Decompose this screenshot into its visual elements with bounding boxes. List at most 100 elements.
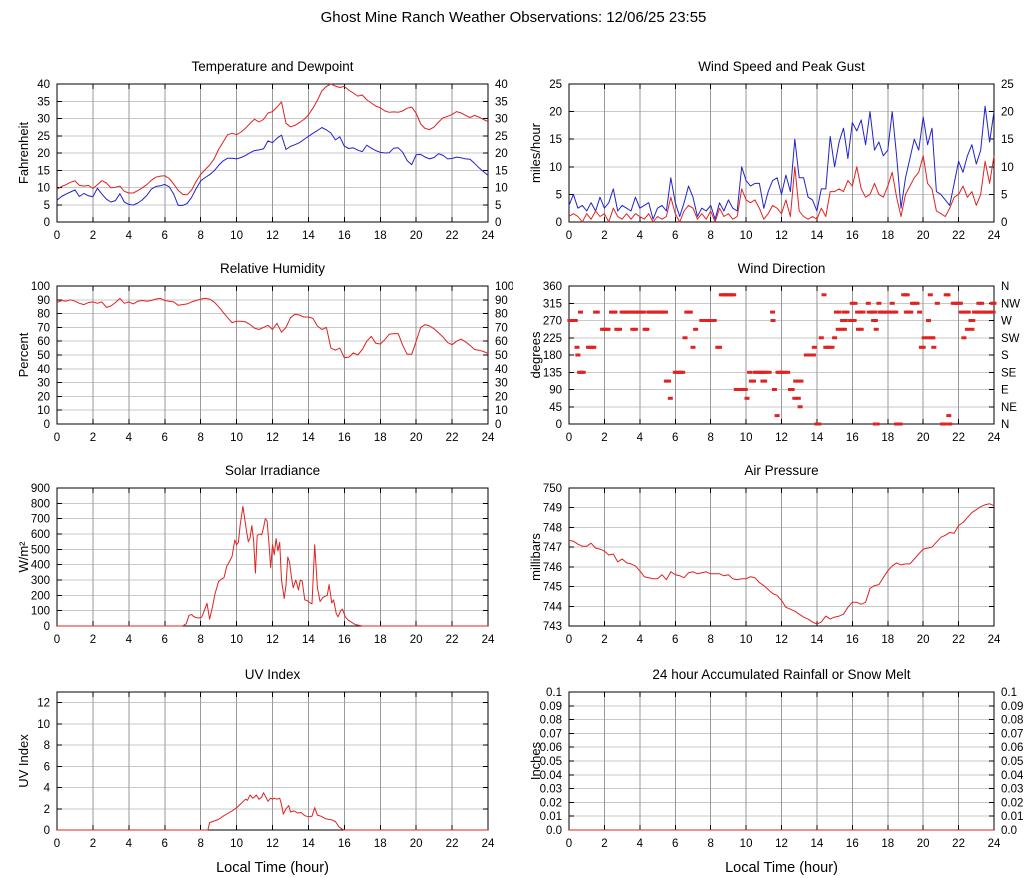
svg-text:0.05: 0.05	[540, 756, 562, 768]
series-dewpoint	[56, 127, 489, 206]
svg-text:746: 746	[543, 562, 562, 574]
tick-marks	[56, 83, 489, 223]
series-pressure	[568, 503, 995, 625]
svg-text:10: 10	[37, 719, 50, 731]
svg-text:12: 12	[37, 698, 50, 710]
svg-text:20: 20	[1001, 107, 1014, 119]
chart-title: Relative Humidity	[220, 261, 325, 276]
svg-text:8: 8	[707, 432, 713, 444]
svg-text:8: 8	[44, 740, 50, 752]
svg-text:8: 8	[707, 634, 713, 646]
series-wind-direction	[567, 293, 997, 426]
svg-text:0.03: 0.03	[540, 784, 562, 796]
svg-text:747: 747	[543, 542, 562, 554]
svg-text:NW: NW	[1001, 298, 1020, 310]
chart-title: UV Index	[245, 667, 301, 682]
svg-text:25: 25	[495, 131, 508, 143]
svg-text:18: 18	[374, 432, 387, 444]
series-peak-gust	[568, 105, 995, 220]
svg-text:6: 6	[162, 432, 168, 444]
svg-text:40: 40	[495, 79, 508, 91]
svg-text:0: 0	[556, 217, 562, 229]
svg-text:10: 10	[37, 405, 50, 417]
svg-text:0.09: 0.09	[1001, 701, 1023, 713]
svg-text:0.09: 0.09	[540, 701, 562, 713]
svg-text:14: 14	[811, 432, 824, 444]
grid	[569, 84, 994, 222]
svg-text:14: 14	[302, 634, 315, 646]
svg-text:2: 2	[601, 838, 607, 850]
svg-text:SE: SE	[1001, 367, 1017, 379]
tick-marks	[56, 285, 489, 425]
svg-text:14: 14	[302, 838, 315, 850]
svg-text:0: 0	[44, 621, 50, 633]
svg-text:20: 20	[917, 634, 930, 646]
svg-text:0: 0	[566, 230, 572, 242]
svg-text:70: 70	[495, 322, 508, 334]
svg-text:360: 360	[543, 281, 562, 293]
svg-text:20: 20	[410, 230, 423, 242]
svg-text:10: 10	[230, 634, 243, 646]
svg-text:20: 20	[917, 838, 930, 850]
svg-text:20: 20	[495, 148, 508, 160]
svg-text:8: 8	[707, 230, 713, 242]
svg-text:315: 315	[543, 298, 562, 310]
svg-text:12: 12	[775, 432, 788, 444]
svg-text:W: W	[1001, 316, 1012, 328]
svg-text:80: 80	[495, 309, 508, 321]
svg-text:24: 24	[482, 230, 495, 242]
svg-text:10: 10	[230, 432, 243, 444]
chart-title: Wind Direction	[738, 261, 826, 276]
svg-text:0: 0	[54, 634, 60, 646]
svg-text:12: 12	[775, 838, 788, 850]
svg-text:600: 600	[31, 529, 50, 541]
svg-text:749: 749	[543, 503, 562, 515]
y-axis-label: degrees	[528, 331, 543, 378]
svg-text:2: 2	[601, 432, 607, 444]
svg-text:18: 18	[881, 230, 894, 242]
chart-rainfall: 0.0 0.00.01 0.010.02 0.020.03 0.030.04 0.040.…	[528, 667, 1024, 876]
tick-marks	[568, 487, 995, 627]
svg-text:6: 6	[672, 634, 678, 646]
series-wind-speed	[568, 155, 995, 223]
svg-text:0.03: 0.03	[1001, 784, 1023, 796]
svg-text:NE: NE	[1001, 402, 1017, 414]
svg-text:80: 80	[37, 309, 50, 321]
svg-text:70: 70	[37, 322, 50, 334]
svg-text:16: 16	[846, 838, 859, 850]
svg-text:N: N	[1001, 419, 1009, 431]
svg-text:0: 0	[54, 432, 60, 444]
svg-text:0: 0	[566, 838, 572, 850]
svg-text:4: 4	[637, 432, 644, 444]
svg-text:6: 6	[672, 230, 678, 242]
svg-text:4: 4	[44, 783, 51, 795]
svg-text:0: 0	[54, 230, 60, 242]
svg-text:30: 30	[495, 378, 508, 390]
svg-text:100: 100	[31, 606, 50, 618]
svg-text:10: 10	[37, 183, 50, 195]
svg-text:4: 4	[126, 838, 133, 850]
x-axis-label: Local Time (hour)	[216, 860, 329, 876]
svg-text:30: 30	[495, 114, 508, 126]
svg-text:18: 18	[881, 634, 894, 646]
svg-text:22: 22	[952, 432, 965, 444]
svg-text:6: 6	[162, 230, 168, 242]
svg-text:2: 2	[90, 230, 96, 242]
svg-text:24: 24	[482, 432, 495, 444]
svg-text:0.04: 0.04	[1001, 770, 1024, 782]
svg-text:14: 14	[811, 838, 824, 850]
svg-text:745: 745	[543, 582, 562, 594]
svg-text:10: 10	[1001, 162, 1014, 174]
svg-text:SW: SW	[1001, 333, 1020, 345]
svg-text:40: 40	[37, 364, 50, 376]
svg-text:2: 2	[90, 838, 96, 850]
svg-text:0.05: 0.05	[1001, 756, 1023, 768]
